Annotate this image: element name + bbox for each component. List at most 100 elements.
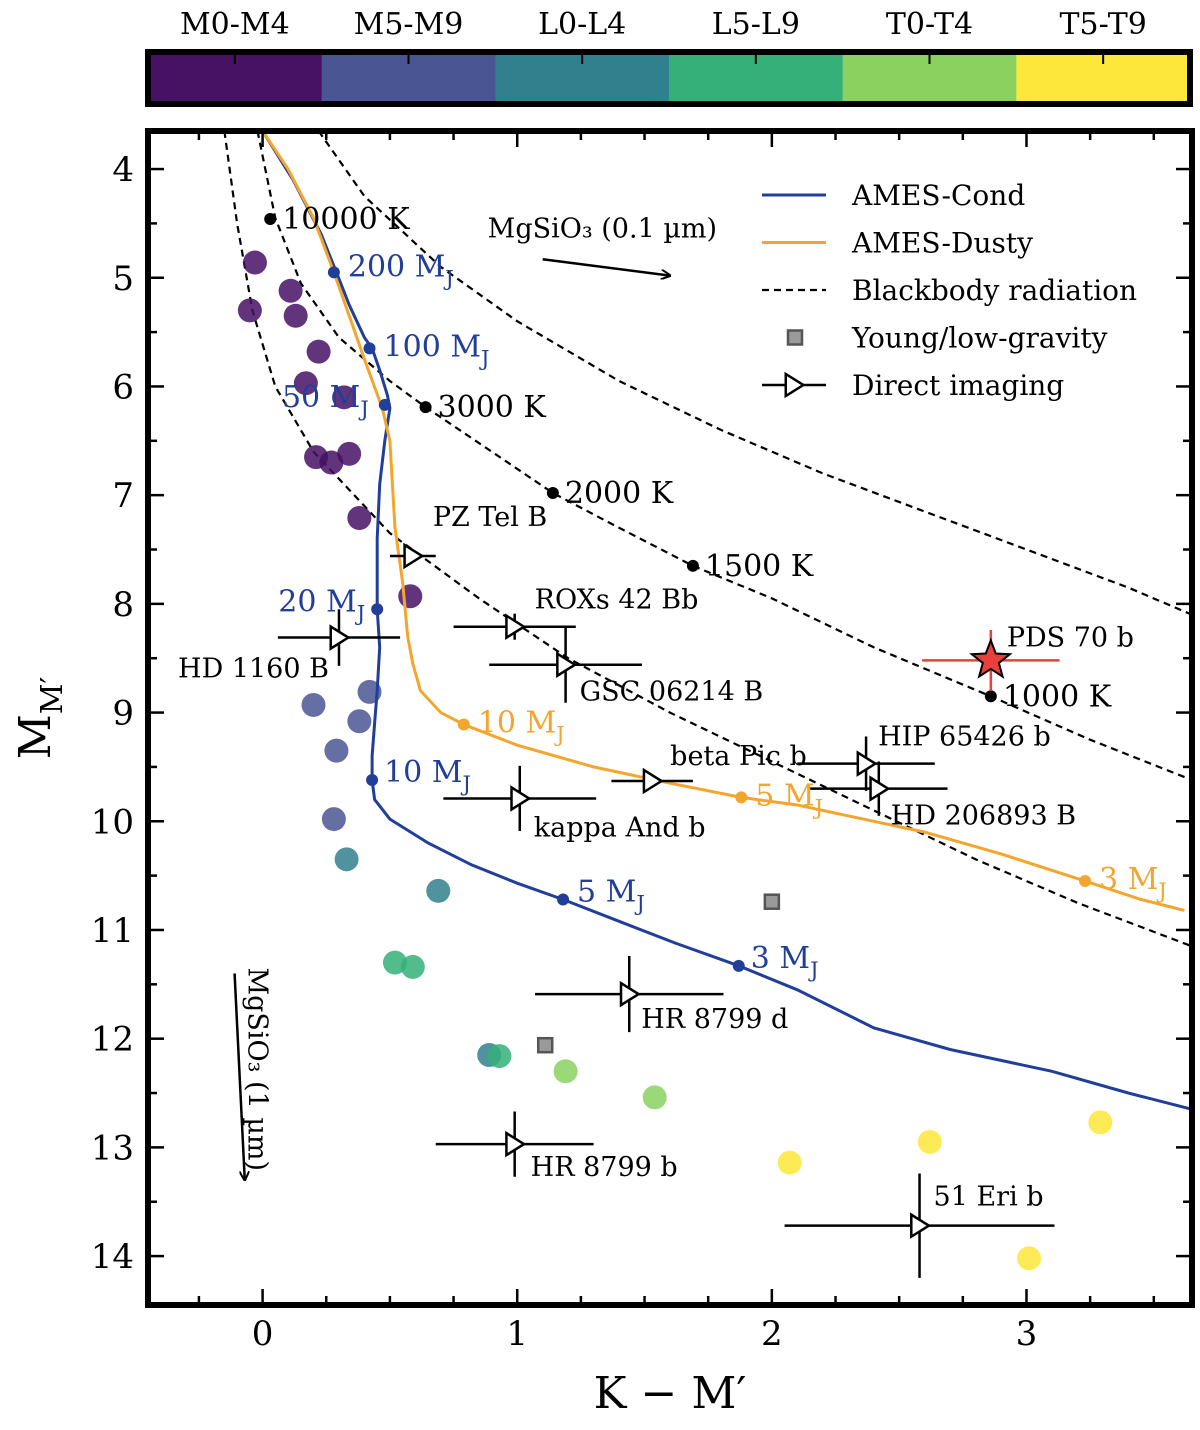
temperature-label: 10000 K: [282, 202, 410, 237]
field-object-point: [553, 1059, 578, 1084]
x-tick-label: 0: [252, 1314, 274, 1354]
temperature-marker: [264, 213, 277, 226]
direct-imaging-point: [910, 1212, 932, 1239]
direct-imaging-point: [619, 980, 641, 1008]
direct-imaging-point: [505, 1130, 527, 1158]
direct-imaging-point: [556, 651, 578, 678]
legend-label: Young/low-gravity: [851, 322, 1108, 355]
field-object-point: [347, 709, 372, 734]
y-tick-label: 12: [91, 1020, 134, 1060]
field-object-point: [306, 339, 331, 364]
y-tick-label: 10: [91, 802, 134, 842]
y-tick-label: 13: [91, 1128, 134, 1168]
direct-imaging-point: [856, 750, 878, 777]
legend-swatch: [784, 371, 806, 399]
blackbody-curve: [256, 131, 1192, 782]
direct-imaging-label: HR 8799 d: [641, 1004, 788, 1035]
temperature-label: 1000 K: [1003, 679, 1112, 714]
legend-label: AMES-Dusty: [851, 227, 1033, 260]
y-tick-label: 14: [91, 1237, 134, 1277]
colorbar-label: M5-M9: [354, 7, 464, 42]
direct-imaging-label: HD 1160 B: [178, 654, 329, 685]
legend-label: Blackbody radiation: [852, 274, 1137, 307]
field-object-point: [283, 303, 308, 328]
field-object-point: [917, 1129, 942, 1154]
colorbar-label: L0-L4: [538, 7, 626, 42]
direct-imaging-label: HD 206893 B: [891, 801, 1076, 832]
x-tick-label: 1: [506, 1314, 528, 1354]
colorbar-label: M0-M4: [180, 7, 290, 42]
direct-imaging-label: beta Pic b: [670, 741, 807, 772]
field-object-point: [319, 450, 344, 475]
field-object-point: [400, 954, 425, 979]
cond-mass-marker: [371, 603, 384, 616]
field-object-point: [777, 1150, 802, 1175]
field-object-point: [487, 1044, 512, 1069]
ames-dusty-line: [261, 131, 1185, 912]
colorbar-label: L5-L9: [712, 7, 800, 42]
y-tick-label: 6: [112, 367, 134, 407]
direct-imaging-point: [510, 785, 532, 812]
dusty-mass-marker: [457, 718, 470, 731]
cond-mass-marker: [557, 893, 570, 906]
cond-mass-label: 200 MJ: [348, 249, 454, 290]
field-object-point: [426, 878, 451, 903]
temperature-marker: [984, 690, 997, 703]
cond-mass-marker: [378, 398, 391, 411]
x-axis-title: K − M′: [594, 1368, 747, 1419]
field-object-point: [293, 371, 318, 396]
cond-mass-label: 100 MJ: [384, 329, 490, 370]
legend-swatch: [786, 329, 804, 346]
extinction-vector-arrow: [233, 973, 245, 1180]
y-tick-label: 8: [112, 585, 134, 625]
direct-imaging-point: [403, 542, 425, 570]
temperature-marker: [419, 401, 432, 414]
colorbar-label: T0-T4: [886, 7, 973, 42]
legend-label: Direct imaging: [852, 369, 1064, 402]
dusty-mass-marker: [735, 791, 748, 804]
cond-mass-marker: [732, 959, 745, 972]
x-tick-label: 2: [761, 1314, 783, 1354]
young-low-gravity-point: [536, 1036, 554, 1054]
field-object-point: [324, 738, 349, 763]
dusty-mass-label: 5 MJ: [755, 778, 823, 819]
field-object-point: [237, 298, 262, 323]
axis-ticks: [148, 131, 1192, 1305]
y-tick-label: 5: [112, 259, 134, 299]
legend-label: AMES-Cond: [851, 179, 1025, 212]
field-object-point: [347, 505, 372, 530]
dusty-mass-label: 10 MJ: [478, 706, 565, 747]
plot-content: PZ Tel B HD 1160 B ROXs 42 Bb GSC 06214 B ka…: [178, 131, 1192, 1278]
blackbody-curve: [317, 131, 1192, 616]
direct-imaging-point: [869, 775, 891, 802]
pds70b-label: PDS 70 b: [1007, 622, 1134, 653]
field-object-point: [332, 385, 357, 410]
y-axis-title: MM′: [10, 677, 70, 760]
plot-area: PZ Tel B HD 1160 B ROXs 42 Bb GSC 06214 B ka…: [10, 128, 1195, 1419]
direct-imaging-point: [642, 767, 664, 795]
colorbar-frame: [145, 49, 1193, 107]
field-object-point: [1088, 1110, 1113, 1135]
temperature-label: 3000 K: [438, 390, 547, 425]
field-object-point: [242, 250, 267, 275]
colorbar-label: T5-T9: [1060, 7, 1147, 42]
field-object-point: [321, 807, 346, 832]
y-tick-label: 4: [112, 150, 134, 190]
cond-mass-label: 50 MJ: [282, 380, 369, 421]
field-object-point: [301, 692, 326, 717]
cond-mass-marker: [363, 342, 376, 355]
direct-imaging-label: HIP 65426 b: [878, 722, 1051, 753]
field-object-point: [642, 1085, 667, 1110]
legend: AMES-Cond AMES-Dusty Blackbody radiation Yo…: [762, 179, 1137, 402]
direct-imaging-point: [505, 613, 527, 640]
y-tick-label: 9: [112, 694, 134, 734]
direct-imaging-label: PZ Tel B: [433, 502, 547, 533]
direct-imaging-label: ROXs 42 Bb: [535, 585, 699, 616]
temperature-label: 2000 K: [565, 476, 674, 511]
young-low-gravity-point: [763, 893, 781, 910]
y-tick-label: 7: [112, 476, 134, 516]
x-tick-label: 3: [1016, 1314, 1038, 1354]
colorbar: M0-M4 M5-M9 L0-L4 L5-L9 T0-T4 T5-T9: [145, 7, 1193, 107]
field-object-point: [1017, 1246, 1042, 1271]
cond-mass-label: 20 MJ: [278, 584, 365, 625]
